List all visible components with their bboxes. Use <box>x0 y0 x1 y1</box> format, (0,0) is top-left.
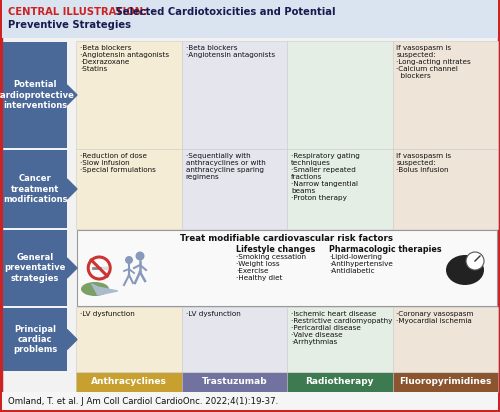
Text: ·Beta blockers
·Angiotensin antagonists
·Dexrazoxane
·Statins: ·Beta blockers ·Angiotensin antagonists … <box>80 45 169 72</box>
Polygon shape <box>98 287 118 295</box>
Text: ·Reduction of dose
·Slow infusion
·Special formulations: ·Reduction of dose ·Slow infusion ·Speci… <box>80 153 156 173</box>
Polygon shape <box>67 85 77 105</box>
Text: ·Ischemic heart disease
·Restrictive cardiomyopathy
·Pericardial disease
·Valve : ·Ischemic heart disease ·Restrictive car… <box>291 311 392 345</box>
Text: ·Respiratory gating
techniques
·Smaller repeated
fractions
·Narrow tangential
be: ·Respiratory gating techniques ·Smaller … <box>291 153 360 201</box>
Text: If vasospasm is
suspected:
·Long-acting nitrates
·Calcium channel
  blockers: If vasospasm is suspected: ·Long-acting … <box>396 45 471 79</box>
Text: ·Sequentially with
anthracyclines or with
anthracycline sparing
regimens: ·Sequentially with anthracyclines or wit… <box>186 153 265 180</box>
Bar <box>76 149 182 229</box>
Bar <box>182 307 287 372</box>
Bar <box>3 308 67 371</box>
Bar <box>3 230 67 306</box>
Text: CENTRAL ILLUSTRATION:: CENTRAL ILLUSTRATION: <box>8 7 147 17</box>
Ellipse shape <box>446 255 484 285</box>
Text: Potential
cardioprotective
interventions: Potential cardioprotective interventions <box>0 80 74 110</box>
Text: General
preventative
strategies: General preventative strategies <box>4 253 66 283</box>
Bar <box>2 0 498 38</box>
Text: Pharmacologic therapies: Pharmacologic therapies <box>329 245 442 254</box>
Bar <box>77 230 497 306</box>
Bar <box>182 149 287 229</box>
Circle shape <box>125 256 133 264</box>
Bar <box>287 372 393 392</box>
Circle shape <box>136 251 144 260</box>
Text: ·Beta blockers
·Angiotensin antagonists: ·Beta blockers ·Angiotensin antagonists <box>186 45 274 58</box>
Bar <box>287 41 393 149</box>
Bar <box>3 150 67 228</box>
Bar <box>76 41 182 149</box>
Bar <box>76 372 182 392</box>
Bar <box>182 41 287 149</box>
Bar <box>392 372 498 392</box>
Text: Selected Cardiotoxicities and Potential: Selected Cardiotoxicities and Potential <box>112 7 336 17</box>
Text: Lifestyle changes: Lifestyle changes <box>236 245 316 254</box>
Bar <box>76 307 182 372</box>
Bar <box>2 392 498 410</box>
Bar <box>287 307 393 372</box>
Text: ·LV dysfunction: ·LV dysfunction <box>80 311 135 317</box>
Text: Fluoropyrimidines: Fluoropyrimidines <box>399 377 492 386</box>
Text: If vasospasm is
suspected:
·Bolus infusion: If vasospasm is suspected: ·Bolus infusi… <box>396 153 452 173</box>
Text: Cancer
treatment
modifications: Cancer treatment modifications <box>3 174 67 204</box>
Polygon shape <box>67 330 77 349</box>
Text: Principal
cardiac
problems: Principal cardiac problems <box>13 325 57 354</box>
Text: Omland, T. et al. J Am Coll Cardiol CardioOnc. 2022;4(1):19-37.: Omland, T. et al. J Am Coll Cardiol Card… <box>8 396 278 405</box>
Text: Anthracyclines: Anthracyclines <box>91 377 166 386</box>
Bar <box>392 41 498 149</box>
Text: ·LV dysfunction: ·LV dysfunction <box>186 311 240 317</box>
Polygon shape <box>92 284 98 295</box>
Ellipse shape <box>81 282 109 296</box>
Bar <box>287 149 393 229</box>
Bar <box>3 42 67 148</box>
Bar <box>182 372 287 392</box>
Circle shape <box>466 252 484 270</box>
Text: Preventive Strategies: Preventive Strategies <box>8 20 131 30</box>
Text: ·Smoking cessation
·Weight loss
·Exercise
·Healthy diet: ·Smoking cessation ·Weight loss ·Exercis… <box>236 254 306 281</box>
Polygon shape <box>67 258 77 278</box>
Text: Radiotherapy: Radiotherapy <box>306 377 374 386</box>
Polygon shape <box>67 179 77 199</box>
Text: Trastuzumab: Trastuzumab <box>202 377 267 386</box>
Text: ·Coronary vasospasm
·Myocardial ischemia: ·Coronary vasospasm ·Myocardial ischemia <box>396 311 474 324</box>
Text: Treat modifiable cardiovascular risk factors: Treat modifiable cardiovascular risk fac… <box>180 234 394 243</box>
Bar <box>392 307 498 372</box>
Text: ·Lipid-lowering
·Antihypertensive
·Antidiabetic: ·Lipid-lowering ·Antihypertensive ·Antid… <box>329 254 393 274</box>
Bar <box>392 149 498 229</box>
